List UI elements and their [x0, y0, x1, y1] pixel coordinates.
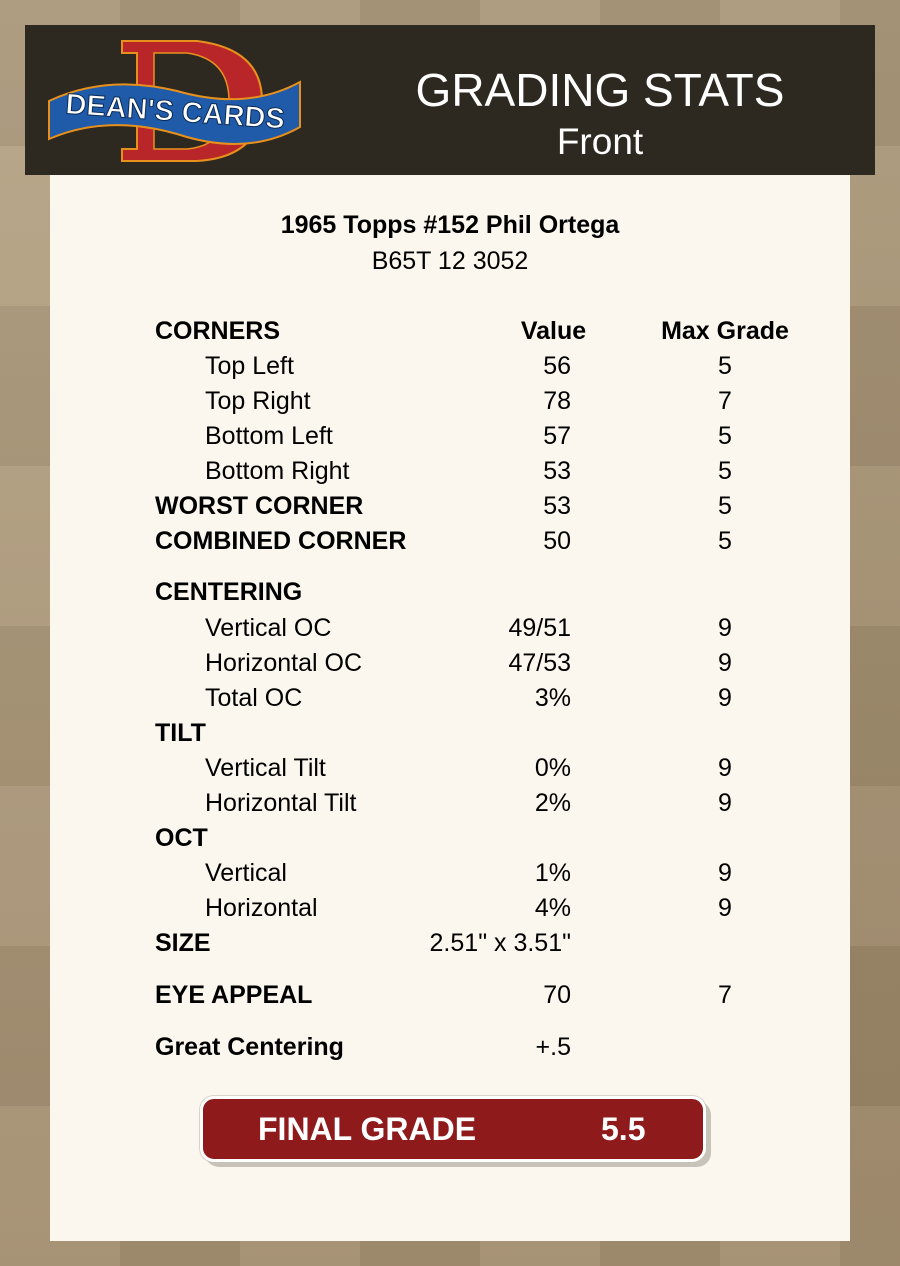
row-label: Vertical OC [205, 614, 332, 642]
row-label: SIZE [155, 929, 211, 957]
row-label: TILT [155, 719, 206, 747]
row-max-grade: 5 [718, 527, 732, 555]
row-value: 53 [543, 492, 571, 520]
row-label: Vertical Tilt [205, 754, 326, 782]
row-value: 1% [534, 859, 571, 887]
row-label: Top Right [205, 387, 311, 415]
row-value: 49/51 [508, 614, 571, 642]
row-label: Vertical [205, 859, 287, 887]
row-label: OCT [155, 824, 208, 852]
row-max-grade: 5 [718, 422, 732, 450]
header-bar: DEAN'S CARDS GRADING STATS Front [25, 25, 875, 175]
table-row: CENTERING [0, 578, 900, 608]
final-grade-badge: FINAL GRADE 5.5 [200, 1096, 706, 1162]
row-label: Top Left [205, 352, 294, 380]
table-row: COMBINED CORNER 50 5 [0, 527, 900, 557]
page-subtitle: Front [556, 121, 644, 162]
row-label: COMBINED CORNER [155, 527, 407, 555]
row-label: CENTERING [155, 578, 303, 606]
row-value: 4% [534, 894, 571, 922]
row-label: WORST CORNER [155, 492, 364, 520]
row-value: 57 [543, 422, 571, 450]
row-value: 2.51" x 3.51" [429, 929, 571, 957]
card-code: B65T 12 3052 [371, 247, 529, 275]
row-value: 50 [543, 527, 571, 555]
row-max-grade: 5 [718, 457, 732, 485]
row-value: 78 [543, 387, 571, 415]
row-max-grade: 9 [718, 684, 732, 712]
row-label: Horizontal OC [205, 649, 362, 677]
row-label: Horizontal [205, 894, 318, 922]
table-row: Horizontal 4% 9 [0, 894, 900, 924]
row-value: 70 [543, 981, 571, 1009]
row-max-grade: 9 [718, 894, 732, 922]
row-max-grade: 5 [718, 352, 732, 380]
row-value: 53 [543, 457, 571, 485]
row-label: CORNERS [155, 317, 281, 345]
table-row: Vertical OC 49/51 9 [0, 614, 900, 644]
final-grade-label: FINAL GRADE [258, 1111, 477, 1147]
table-row: Vertical 1% 9 [0, 859, 900, 889]
table-row: Bottom Left 57 5 [0, 422, 900, 452]
row-max-grade: 7 [718, 387, 732, 415]
row-label: Great Centering [155, 1033, 344, 1061]
table-row: Horizontal OC 47/53 9 [0, 649, 900, 679]
row-value: 0% [534, 754, 571, 782]
row-label: Horizontal Tilt [205, 789, 357, 817]
table-row: CORNERS Value Max Grade [0, 317, 900, 347]
row-label: EYE APPEAL [155, 981, 313, 1009]
table-row: Vertical Tilt 0% 9 [0, 754, 900, 784]
row-max-grade: 7 [718, 981, 732, 1009]
row-value: 3% [534, 684, 571, 712]
table-row: Top Left 56 5 [0, 352, 900, 382]
deans-cards-logo: DEAN'S CARDS [48, 40, 301, 162]
final-grade-value: 5.5 [601, 1111, 646, 1147]
row-max-grade: 9 [718, 859, 732, 887]
row-max-grade: 9 [718, 789, 732, 817]
row-label: Bottom Left [205, 422, 333, 450]
table-row: Top Right 78 7 [0, 387, 900, 417]
page-title: GRADING STATS [415, 64, 785, 116]
row-value: 56 [543, 352, 571, 380]
table-row: Bottom Right 53 5 [0, 457, 900, 487]
table-row: EYE APPEAL 70 7 [0, 981, 900, 1011]
row-value: +.5 [535, 1033, 571, 1061]
column-header-max-grade: Max Grade [661, 317, 789, 345]
table-row: Horizontal Tilt 2% 9 [0, 789, 900, 819]
card-name: 1965 Topps #152 Phil Ortega [280, 211, 620, 239]
table-row: TILT [0, 719, 900, 749]
row-max-grade: 9 [718, 614, 732, 642]
table-row: OCT [0, 824, 900, 854]
table-row: Total OC 3% 9 [0, 684, 900, 714]
stats-panel [50, 175, 850, 1241]
row-value: 47/53 [508, 649, 571, 677]
row-value: 2% [534, 789, 571, 817]
table-row: WORST CORNER 53 5 [0, 492, 900, 522]
row-label: Bottom Right [205, 457, 350, 485]
table-row: SIZE 2.51" x 3.51" [0, 929, 900, 959]
table-row: Great Centering +.5 [0, 1033, 900, 1063]
row-max-grade: 9 [718, 649, 732, 677]
row-max-grade: 5 [718, 492, 732, 520]
column-header-value: Value [520, 317, 587, 345]
row-label: Total OC [205, 684, 303, 712]
row-max-grade: 9 [718, 754, 732, 782]
